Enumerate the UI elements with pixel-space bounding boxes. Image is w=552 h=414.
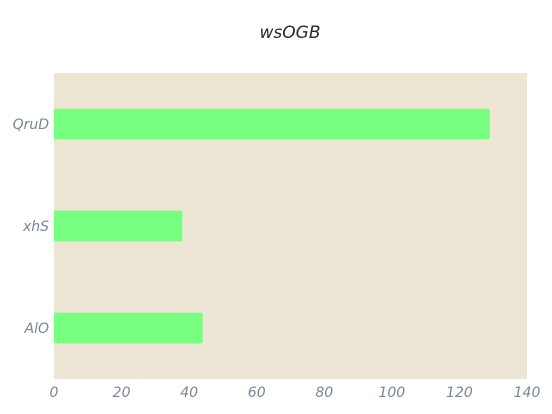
x-tick-label: 60 xyxy=(248,385,266,401)
y-tick-label: AlO xyxy=(24,321,50,337)
bar-AlO xyxy=(54,312,203,344)
x-tick-label: 40 xyxy=(180,385,198,401)
x-tick-label: 20 xyxy=(113,385,131,401)
x-tick-label: 140 xyxy=(514,385,541,401)
x-tick-label: 100 xyxy=(378,385,405,401)
bar-QruD xyxy=(54,108,490,140)
chart-title: wsOGB xyxy=(260,23,321,43)
bars-group xyxy=(54,108,490,344)
x-tick-label: 0 xyxy=(50,385,59,401)
y-tick-label: xhS xyxy=(22,219,49,235)
y-tick-label: QruD xyxy=(13,117,50,133)
x-tick-label: 120 xyxy=(446,385,473,401)
x-tick-label: 80 xyxy=(315,385,333,401)
y-axis-ticks: QruD xhS AlO xyxy=(13,117,50,337)
x-axis-ticks: 0 20 40 60 80 100 120 140 xyxy=(50,385,541,401)
bar-xhS xyxy=(54,210,183,242)
